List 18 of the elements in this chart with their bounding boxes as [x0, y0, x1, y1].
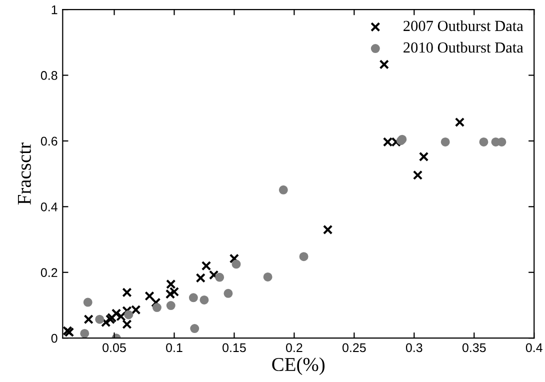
y-axis-title: Fracsctr — [18, 142, 31, 205]
y-tick-label: 0.6 — [40, 136, 58, 146]
y-tick-label: 0.8 — [40, 71, 58, 80]
y-tick-label: 0.4 — [40, 202, 58, 212]
x-tick-label: 0.3 — [406, 343, 422, 352]
x-tick-label: 0.15 — [222, 343, 246, 352]
legend-label: 2010 Outburst Data — [404, 42, 524, 53]
x-tick-label: 0.05 — [102, 343, 126, 352]
y-tick-label: 0.2 — [40, 268, 58, 278]
x-tick-label: 0.2 — [286, 343, 302, 352]
x-tick-label: 0.25 — [342, 343, 366, 352]
x-tick-label: 0.35 — [462, 343, 486, 352]
y-tick-label: 0 — [51, 334, 58, 343]
x-tick-label: 0.4 — [526, 343, 542, 352]
x-tick-label: 0.1 — [166, 343, 182, 352]
x-axis-title: CE(%) — [272, 357, 325, 375]
legend-label: 2007 Outburst Data — [404, 20, 524, 32]
y-tick-label: 1 — [52, 5, 58, 14]
